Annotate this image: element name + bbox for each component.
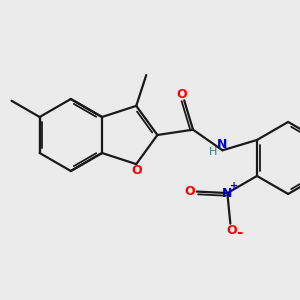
Text: +: + bbox=[230, 182, 238, 191]
Text: O: O bbox=[131, 164, 142, 177]
Text: O: O bbox=[226, 224, 237, 237]
Text: O: O bbox=[185, 185, 196, 198]
Text: N: N bbox=[222, 187, 233, 200]
Text: O: O bbox=[176, 88, 187, 101]
Text: H: H bbox=[209, 147, 217, 157]
Text: -: - bbox=[236, 225, 242, 240]
Text: N: N bbox=[217, 138, 228, 152]
